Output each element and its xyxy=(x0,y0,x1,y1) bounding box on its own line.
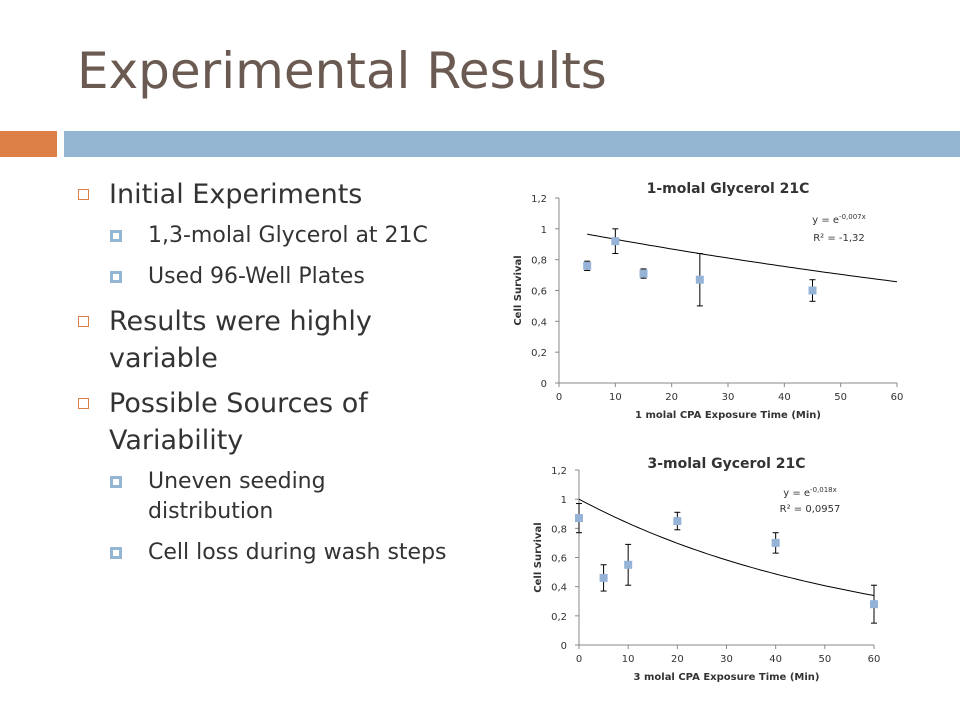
chart-title: 1-molal Glycerol 21C xyxy=(647,181,810,197)
bullet-text: Possible Sources of Variability xyxy=(109,388,368,456)
chart-title: 3-molal Gycerol 21C xyxy=(647,456,805,472)
data-point xyxy=(611,237,620,246)
trendline-equation: y = e-0,007x xyxy=(812,213,866,226)
square-bullet-icon xyxy=(78,316,89,327)
data-point xyxy=(624,560,633,569)
data-point xyxy=(808,286,817,295)
x-tick-label: 10 xyxy=(609,392,622,403)
chart-1-molal: 1-molal Glycerol 21C 0 0,2 0,4 0,6 0,8 1 1,2 0 10… xyxy=(500,176,920,436)
filled-square-bullet-icon xyxy=(110,271,122,283)
x-tick-label: 50 xyxy=(834,392,847,403)
y-tick-label: 0 xyxy=(561,641,567,652)
data-point xyxy=(575,514,583,523)
y-tick-label: 0,8 xyxy=(551,524,567,535)
square-bullet-icon xyxy=(78,398,89,409)
trendline xyxy=(578,498,875,596)
trendline xyxy=(587,233,898,283)
sub-bullet-wash: Cell loss during wash steps xyxy=(110,538,508,568)
bullet-sources-variability: Possible Sources of Variability xyxy=(78,385,409,459)
header-band xyxy=(64,131,960,157)
sub-bullet-text: Used 96-Well Plates xyxy=(148,264,365,289)
chart-1-molal-svg: 1-molal Glycerol 21C 0 0,2 0,4 0,6 0,8 1 1,2 0 10… xyxy=(513,181,904,421)
bullet-text: Results were highly variable xyxy=(109,306,372,374)
data-point xyxy=(583,261,592,270)
x-tick-label: 50 xyxy=(818,654,831,665)
square-bullet-icon xyxy=(78,189,89,200)
sub-bullet-text: Uneven seeding distribution xyxy=(148,469,326,524)
sub-bullet-plates: Used 96-Well Plates xyxy=(110,262,508,292)
sub-bullet-glycerol: 1,3-molal Glycerol at 21C xyxy=(110,221,508,251)
x-tick-label: 0 xyxy=(556,392,562,403)
chart-3-molal-svg: 3-molal Gycerol 21C 0 0,2 0,4 0,6 0,8 1 1,2 0 10 2… xyxy=(533,456,881,683)
x-tick-label: 60 xyxy=(868,654,881,665)
x-tick-label: 10 xyxy=(622,654,635,665)
x-tick-label: 30 xyxy=(722,392,735,403)
x-tick-label: 40 xyxy=(769,654,782,665)
slide-title: Experimental Results xyxy=(77,42,607,100)
y-axis-label: Cell Survival xyxy=(533,522,544,592)
y-axis-label: Cell Survival xyxy=(513,255,524,325)
accent-bar xyxy=(0,131,57,157)
bullet-text: Initial Experiments xyxy=(109,179,363,210)
data-point xyxy=(673,517,682,526)
x-tick-label: 0 xyxy=(576,654,582,665)
sub-bullet-seeding: Uneven seeding distribution xyxy=(110,467,398,527)
data-point xyxy=(599,573,608,582)
bullet-results-variable: Results were highly variable xyxy=(78,303,409,377)
filled-square-bullet-icon xyxy=(110,230,122,242)
trendline-equation: y = e-0,018x xyxy=(783,486,837,499)
y-tick-label: 0,6 xyxy=(531,287,547,298)
bullet-list: Initial Experiments 1,3-molal Glycerol a… xyxy=(78,176,508,579)
x-tick-label: 30 xyxy=(720,654,733,665)
x-axis-label: 3 molal CPA Exposure Time (Min) xyxy=(634,672,820,683)
bullet-initial-experiments: Initial Experiments xyxy=(78,176,508,213)
r-squared-label: R² = -1,32 xyxy=(813,233,865,244)
y-tick-label: 0,2 xyxy=(551,612,567,623)
x-tick-label: 20 xyxy=(665,392,678,403)
y-tick-label: 0,2 xyxy=(531,348,547,359)
filled-square-bullet-icon xyxy=(110,547,122,559)
y-tick-label: 0,6 xyxy=(551,554,567,565)
x-tick-label: 40 xyxy=(778,392,791,403)
data-point xyxy=(771,538,780,547)
data-point xyxy=(695,275,704,284)
y-tick-label: 0,8 xyxy=(531,256,547,267)
y-tick-label: 1,2 xyxy=(551,466,567,477)
y-tick-label: 1 xyxy=(541,225,547,236)
data-point xyxy=(639,269,648,278)
y-tick-label: 0,4 xyxy=(531,317,547,328)
x-axis-label: 1 molal CPA Exposure Time (Min) xyxy=(635,410,821,421)
data-point xyxy=(870,600,878,609)
sub-bullet-text: 1,3-molal Glycerol at 21C xyxy=(148,223,428,248)
x-tick-label: 60 xyxy=(891,392,904,403)
y-tick-label: 0,4 xyxy=(551,583,567,594)
r-squared-label: R² = 0,0957 xyxy=(780,504,841,515)
x-tick-label: 20 xyxy=(671,654,684,665)
chart-3-molal: 3-molal Gycerol 21C 0 0,2 0,4 0,6 0,8 1 1,2 0 10 2… xyxy=(500,450,920,690)
y-tick-label: 1,2 xyxy=(531,194,547,205)
sub-bullet-text: Cell loss during wash steps xyxy=(148,540,447,565)
y-tick-label: 0 xyxy=(541,379,547,390)
filled-square-bullet-icon xyxy=(110,476,122,488)
y-tick-label: 1 xyxy=(561,495,567,506)
